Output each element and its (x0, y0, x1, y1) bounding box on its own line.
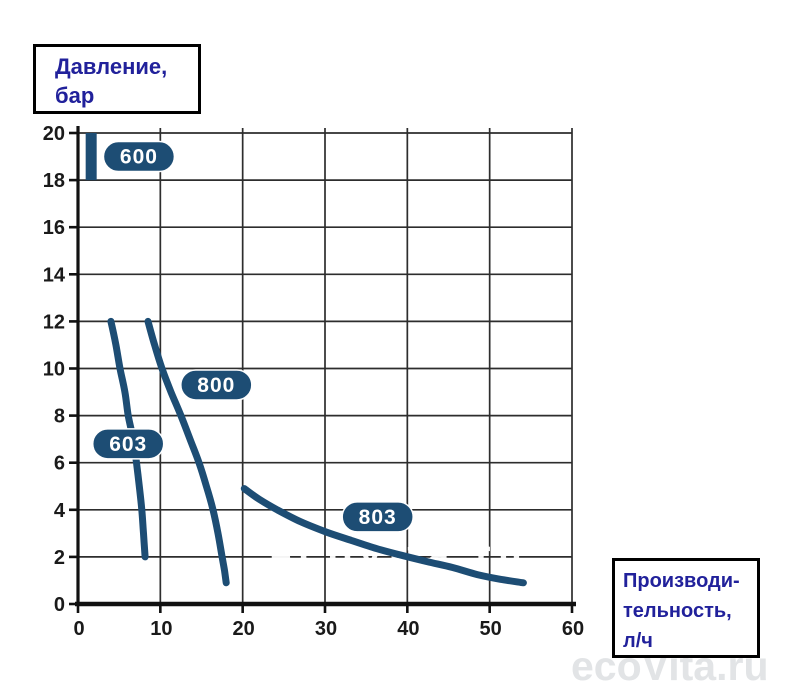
x-tick-label: 0 (73, 618, 84, 640)
x-axis-label-box: Производи- тельность, л/ч (612, 558, 760, 658)
curve-803 (240, 485, 527, 587)
y-tick-label: 18 (43, 170, 65, 192)
x-tick-label: 60 (562, 618, 584, 640)
y-tick-label: 8 (54, 406, 65, 428)
series-pill-600 (102, 140, 176, 173)
series-pill-800 (180, 369, 253, 401)
y-tick-label: 20 (43, 123, 65, 145)
tick-marks (69, 131, 574, 613)
y-axis-label-box: Давление, бар (33, 44, 201, 114)
x-tick-label: 40 (397, 618, 419, 640)
series-pill-text-803: 803 (359, 506, 397, 529)
y-tick-label: 0 (54, 594, 65, 616)
y-tick-label: 10 (43, 359, 65, 381)
y-tick-labels: 0 2 4 6 8 10 12 14 16 18 20 (43, 123, 66, 616)
y-tick-label: 4 (54, 500, 66, 522)
y-tick-label: 16 (43, 217, 65, 239)
curve-800 (144, 317, 230, 587)
series-label-800: 800 (180, 369, 253, 401)
curve-path-803 (240, 485, 527, 587)
x-axis-label-line2: тельность, (623, 600, 732, 622)
x-tick-label: 10 (150, 618, 172, 640)
series-pill-text-800: 800 (197, 374, 235, 397)
x-tick-label: 20 (233, 618, 255, 640)
series-label-600: 600 (102, 140, 176, 173)
y-tick-label: 6 (54, 453, 65, 475)
y-axis-label-line1: Давление, (55, 54, 168, 79)
series-label-603: 603 (91, 428, 165, 460)
x-tick-labels: 0 10 20 30 40 50 60 (73, 618, 584, 640)
curve-path-800 (144, 317, 230, 587)
series-pill-text-603: 603 (109, 433, 147, 456)
series-pill-603 (91, 428, 165, 460)
series-pill-803 (341, 501, 414, 533)
y-tick-label: 2 (54, 547, 65, 569)
series-label-803: 803 (341, 501, 414, 533)
y-tick-label: 12 (43, 311, 65, 333)
x-tick-label: 30 (315, 618, 337, 640)
series-pill-text-600: 600 (120, 146, 158, 169)
x-axis-label-line3: л/ч (623, 630, 653, 652)
x-tick-label: 50 (480, 618, 502, 640)
y-tick-label: 14 (43, 264, 66, 286)
x-axis-label-line1: Производи- (623, 570, 740, 592)
y-axis-label-line2: бар (55, 83, 95, 108)
